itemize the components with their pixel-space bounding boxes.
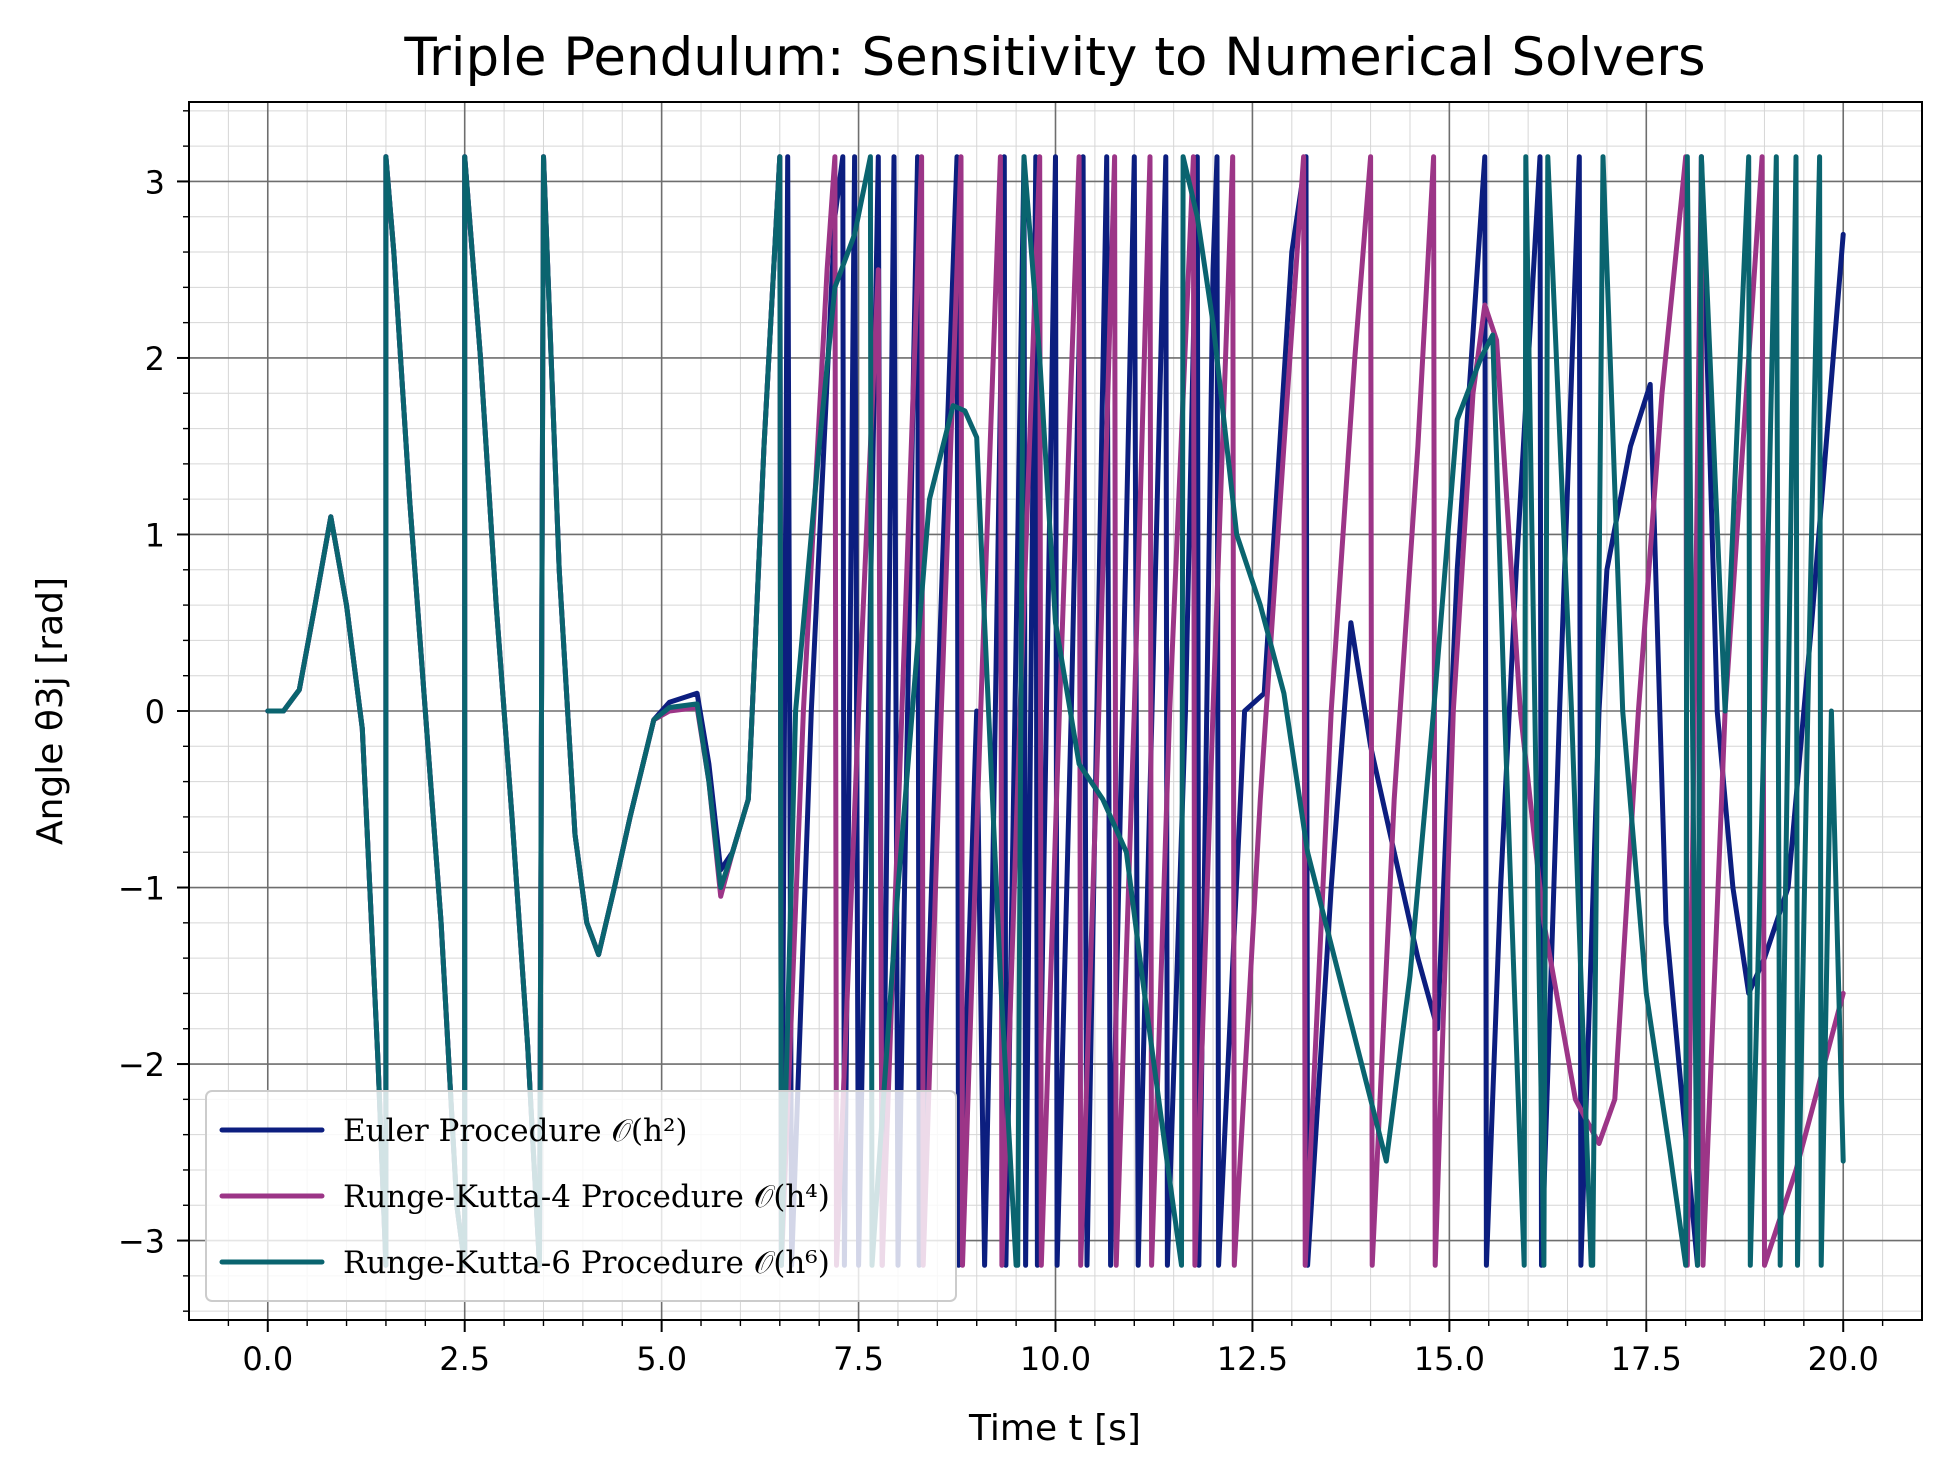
y-tick-label: −3 (118, 1223, 165, 1261)
y-tick-label: −2 (118, 1046, 165, 1084)
x-tick-label: 20.0 (1808, 1340, 1879, 1378)
x-tick-label: 5.0 (636, 1340, 687, 1378)
y-axis-label: Angle θ3j [rad] (30, 577, 71, 845)
plot-lines (265, 154, 1846, 1268)
chart-title: Triple Pendulum: Sensitivity to Numerica… (403, 27, 1705, 88)
x-tick-label: 0.0 (242, 1340, 293, 1378)
legend: Euler Procedure 𝒪(h²) Runge-Kutta-4 Proc… (205, 1090, 957, 1302)
x-tick-label: 15.0 (1414, 1340, 1485, 1378)
legend-label-rk4: Runge-Kutta-4 Procedure 𝒪(h⁴) (343, 1179, 830, 1215)
y-tick-label: 1 (145, 516, 165, 554)
y-tick-label: −1 (118, 870, 165, 908)
legend-label-rk6: Runge-Kutta-6 Procedure 𝒪(h⁶) (343, 1245, 830, 1281)
x-tick-label: 7.5 (833, 1340, 884, 1378)
x-axis: 0.0 2.5 5.0 7.5 10.0 12.5 15.0 17.5 20.0 (227, 1320, 1884, 1378)
legend-box (205, 1090, 957, 1302)
series-rk6-line (265, 154, 1846, 1268)
x-tick-label: 12.5 (1217, 1340, 1288, 1378)
legend-label-euler: Euler Procedure 𝒪(h²) (343, 1113, 688, 1149)
x-tick-label: 10.0 (1020, 1340, 1091, 1378)
y-tick-label: 0 (145, 693, 165, 731)
x-axis-label: Time t [s] (968, 1408, 1141, 1449)
x-tick-label: 17.5 (1611, 1340, 1682, 1378)
x-tick-label: 2.5 (439, 1340, 490, 1378)
y-tick-label: 3 (145, 163, 165, 201)
y-axis: −3 −2 −1 0 1 2 3 (118, 110, 189, 1312)
y-tick-label: 2 (145, 340, 165, 378)
